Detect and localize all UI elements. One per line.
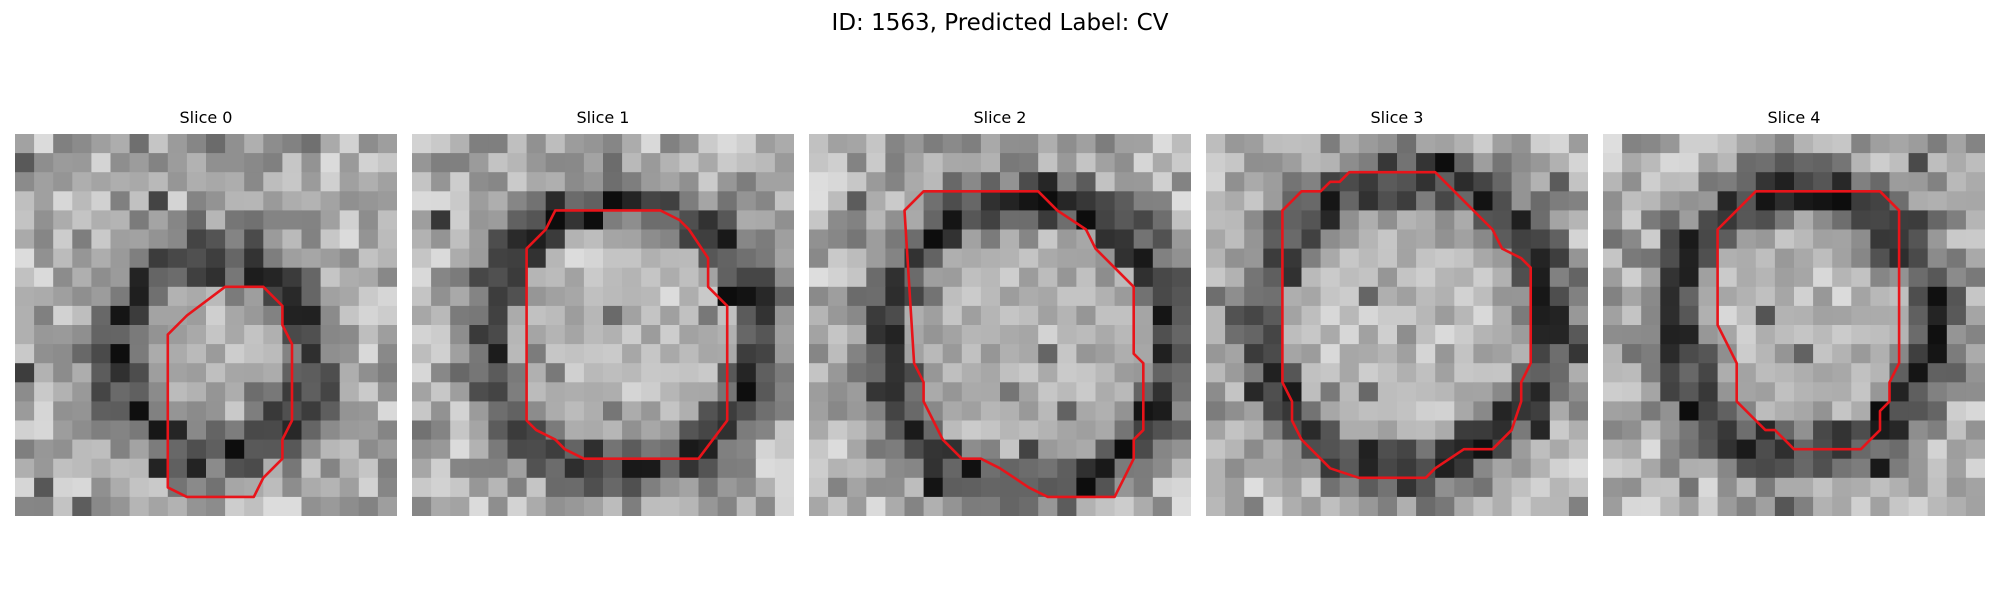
slice-panel-2: Slice 2 [809, 108, 1191, 516]
pixel-grid [1206, 134, 1588, 516]
slice-panel-1: Slice 1 [412, 108, 794, 516]
slice-panel-3: Slice 3 [1206, 108, 1588, 516]
slice-image-1 [412, 134, 794, 516]
pixel-grid [412, 134, 794, 516]
slice-title: Slice 1 [576, 108, 630, 127]
slice-0-image [15, 134, 397, 516]
slice-title: Slice 3 [1370, 108, 1424, 127]
slice-image-4 [1603, 134, 1985, 516]
pixel-grid [15, 134, 397, 516]
segmentation-contour [525, 209, 729, 461]
segmentation-contour [1716, 189, 1901, 451]
slice-title: Slice 4 [1767, 108, 1821, 127]
segmentation-contour [903, 189, 1145, 499]
slice-image-2 [809, 134, 1191, 516]
pixel-grid [809, 134, 1191, 516]
slice-panel-0: Slice 0 [15, 108, 397, 516]
slice-title: Slice 0 [179, 108, 233, 127]
slice-title: Slice 2 [973, 108, 1027, 127]
segmentation-contour [1281, 170, 1533, 480]
slice-1-image [412, 134, 794, 516]
slice-panel-4: Slice 4 [1603, 108, 1985, 516]
figure-title: ID: 1563, Predicted Label: CV [831, 10, 1169, 36]
slice-4-image [1603, 134, 1985, 516]
slice-2-image [809, 134, 1191, 516]
slice-image-0 [15, 134, 397, 516]
segmentation-contour [166, 285, 294, 499]
slice-3-image [1206, 134, 1588, 516]
slice-image-3 [1206, 134, 1588, 516]
